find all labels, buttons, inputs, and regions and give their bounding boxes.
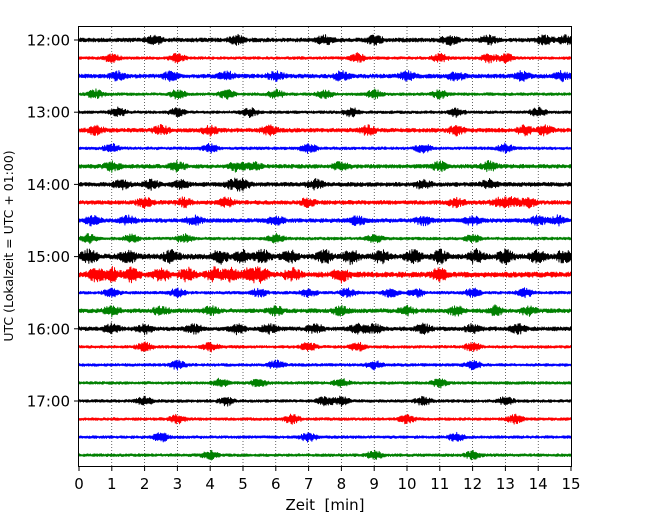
x-axis-ticks: 0 1 2 3 4 5 6 7 8 9 10 11 12 13 14 15	[74, 466, 581, 493]
x-tick-label: 4	[205, 475, 215, 493]
x-tick-label: 15	[561, 475, 580, 493]
trace-line	[78, 341, 572, 353]
trace-line	[78, 377, 572, 389]
trace-line	[78, 413, 572, 425]
x-tick-label: 2	[140, 475, 150, 493]
y-tick-label: 15:00	[27, 248, 70, 266]
trace-layer	[78, 33, 572, 461]
trace-line	[78, 123, 572, 137]
trace-line	[78, 449, 572, 461]
trace-line	[78, 52, 572, 64]
trace-line	[78, 247, 572, 266]
x-tick-label: 3	[173, 475, 183, 493]
x-tick-label: 5	[238, 475, 248, 493]
trace-line	[78, 106, 572, 119]
x-tick-label: 7	[304, 475, 314, 493]
x-tick-label: 11	[430, 475, 449, 493]
y-axis-ticks: 12:00 13:00 14:00 15:00 16:00 17:00	[27, 32, 79, 411]
y-axis-label: UTC (Lokalzeit = UTC + 01:00)	[1, 150, 16, 341]
trace-line	[78, 304, 572, 318]
trace-line	[78, 214, 572, 227]
x-tick-label: 12	[463, 475, 482, 493]
plot-frame	[78, 26, 572, 467]
y-tick-label: 14:00	[27, 176, 70, 194]
y-tick-label: 13:00	[27, 104, 70, 122]
x-tick-label: 1	[107, 475, 117, 493]
trace-line	[78, 265, 572, 284]
x-tick-label: 10	[397, 475, 416, 493]
grid-layer	[111, 27, 539, 466]
trace-line	[78, 142, 572, 154]
x-tick-label: 13	[496, 475, 515, 493]
y-tick-label: 17:00	[27, 393, 70, 411]
trace-line	[78, 431, 572, 443]
trace-line	[78, 88, 572, 100]
y-tick-label: 12:00	[27, 32, 70, 50]
x-tick-label: 8	[337, 475, 347, 493]
trace-line	[78, 70, 572, 83]
trace-line	[78, 177, 572, 192]
trace-line	[78, 196, 572, 210]
trace-line	[78, 232, 572, 245]
trace-line	[78, 322, 572, 336]
x-tick-label: 9	[369, 475, 379, 493]
trace-line	[78, 33, 572, 47]
trace-line	[78, 159, 572, 173]
x-tick-label: 6	[271, 475, 281, 493]
trace-line	[78, 395, 572, 408]
trace-line	[78, 359, 572, 371]
x-tick-label: 0	[74, 475, 84, 493]
y-tick-label: 16:00	[27, 320, 70, 338]
trace-line	[78, 287, 572, 299]
x-tick-label: 14	[529, 475, 548, 493]
x-axis-label: Zeit [min]	[285, 496, 364, 514]
